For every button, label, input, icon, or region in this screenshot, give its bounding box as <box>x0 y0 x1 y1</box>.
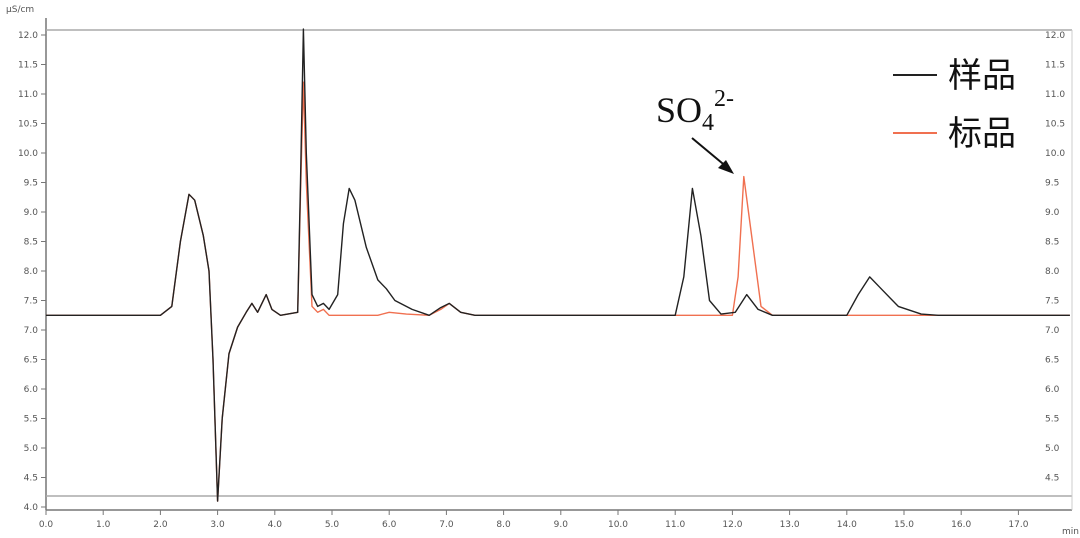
x-tick-label: 11.0 <box>665 520 685 530</box>
y-tick-label: 9.0 <box>24 208 39 218</box>
y-tick-label: 8.0 <box>24 267 39 277</box>
annotation-arrowhead <box>718 160 734 174</box>
right-y-tick-label: 8.5 <box>1045 238 1059 248</box>
right-y-tick-label: 12.0 <box>1045 31 1065 41</box>
annotation-arrow <box>691 137 729 169</box>
x-tick-label: 14.0 <box>837 520 857 530</box>
series-line-sample <box>46 28 1070 502</box>
x-tick-label: 8.0 <box>496 520 511 530</box>
x-tick-label: 5.0 <box>325 520 340 530</box>
series-line-standard <box>46 81 1070 502</box>
x-tick-label: 2.0 <box>153 520 168 530</box>
right-y-tick-label: 7.5 <box>1045 297 1059 307</box>
x-tick-label: 3.0 <box>210 520 225 530</box>
right-y-tick-label: 11.5 <box>1045 61 1065 71</box>
x-tick-label: 17.0 <box>1008 520 1028 530</box>
right-y-tick-label: 10.5 <box>1045 120 1065 130</box>
x-tick-label: 16.0 <box>951 520 971 530</box>
y-tick-label: 10.0 <box>18 149 38 159</box>
x-tick-label: 1.0 <box>96 520 111 530</box>
y-tick-label: 5.0 <box>24 444 39 454</box>
right-y-tick-label: 5.0 <box>1045 444 1060 454</box>
y-tick-label: 4.0 <box>24 503 39 513</box>
x-tick-label: 9.0 <box>554 520 569 530</box>
y-tick-label: 12.0 <box>18 31 38 41</box>
right-y-tick-label: 9.0 <box>1045 208 1060 218</box>
x-tick-label: 10.0 <box>608 520 628 530</box>
series-lines <box>46 28 1070 502</box>
y-tick-label: 6.5 <box>24 356 38 366</box>
y-tick-label: 5.5 <box>24 415 38 425</box>
y-tick-label: 7.0 <box>24 326 39 336</box>
right-y-tick-label: 5.5 <box>1045 415 1059 425</box>
so4-annotation: SO42- <box>656 86 734 174</box>
legend: 样品 标品 <box>893 56 1016 154</box>
y-tick-label: 4.5 <box>24 474 38 484</box>
y-tick-label: 6.0 <box>24 385 39 395</box>
right-y-tick-label: 11.0 <box>1045 90 1065 100</box>
y-tick-label: 11.5 <box>18 61 38 71</box>
x-axis-label: min <box>1062 527 1079 537</box>
right-y-tick-label: 6.0 <box>1045 385 1060 395</box>
annotation-label: SO42- <box>656 86 734 136</box>
x-tick-label: 12.0 <box>722 520 742 530</box>
legend-label-sample: 样品 <box>948 56 1016 96</box>
x-tick-label: 6.0 <box>382 520 397 530</box>
right-y-tick-label: 8.0 <box>1045 267 1060 277</box>
y-tick-label: 8.5 <box>24 238 38 248</box>
right-y-tick-label: 10.0 <box>1045 149 1065 159</box>
axes: 0.0 1.0 2.0 3.0 4.0 5.0 6.0 7.0 8.0 9.0 10.0 11.0 12… <box>18 18 1073 530</box>
y-tick-label: 11.0 <box>18 90 38 100</box>
right-y-tick-label: 9.5 <box>1045 179 1059 189</box>
y-tick-label: 9.5 <box>24 179 38 189</box>
y-tick-label: 10.5 <box>18 120 38 130</box>
x-tick-label: 15.0 <box>894 520 914 530</box>
x-tick-label: 4.0 <box>268 520 283 530</box>
x-tick-label: 0.0 <box>39 520 54 530</box>
x-tick-label: 13.0 <box>780 520 800 530</box>
right-y-tick-label: 7.0 <box>1045 326 1060 336</box>
right-y-tick-label: 4.5 <box>1045 474 1059 484</box>
x-tick-label: 7.0 <box>439 520 454 530</box>
legend-label-standard: 标品 <box>948 114 1016 154</box>
y-tick-label: 7.5 <box>24 297 38 307</box>
y-axis-label: µS/cm <box>6 5 34 15</box>
right-y-tick-label: 6.5 <box>1045 356 1059 366</box>
